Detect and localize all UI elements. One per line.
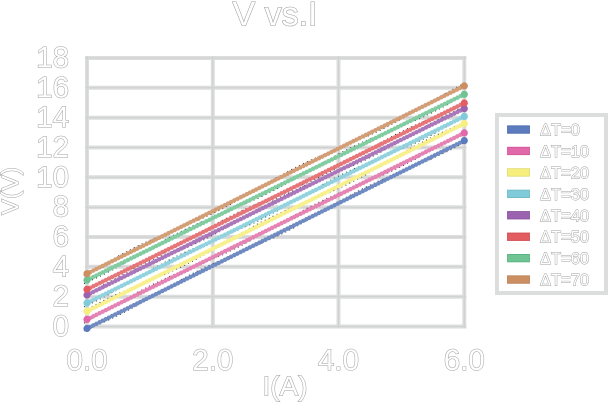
svg-text:12: 12 xyxy=(36,131,69,164)
svg-text:I(A): I(A) xyxy=(262,371,307,402)
svg-text:V vs.I: V vs.I xyxy=(232,0,317,34)
svg-text:ΔT=60: ΔT=60 xyxy=(540,250,589,268)
svg-text:ΔT=70: ΔT=70 xyxy=(540,272,589,290)
svg-text:18: 18 xyxy=(36,42,69,75)
svg-text:V(V): V(V) xyxy=(0,167,24,215)
svg-text:ΔT=50: ΔT=50 xyxy=(540,229,589,247)
svg-text:2.0: 2.0 xyxy=(192,344,233,377)
svg-text:14: 14 xyxy=(36,101,69,134)
svg-text:ΔT=30: ΔT=30 xyxy=(540,186,589,204)
svg-text:ΔT=40: ΔT=40 xyxy=(540,207,589,225)
svg-text:4: 4 xyxy=(53,250,69,283)
svg-text:ΔT=10: ΔT=10 xyxy=(540,143,589,161)
svg-text:6.0: 6.0 xyxy=(444,344,485,377)
svg-text:ΔT=0: ΔT=0 xyxy=(540,122,580,140)
svg-text:2: 2 xyxy=(53,280,69,313)
svg-text:0.0: 0.0 xyxy=(66,344,107,377)
svg-text:4.0: 4.0 xyxy=(318,344,359,377)
svg-text:8: 8 xyxy=(53,191,69,224)
svg-text:0: 0 xyxy=(53,310,69,343)
svg-text:16: 16 xyxy=(36,71,69,104)
svg-text:ΔT=20: ΔT=20 xyxy=(540,164,589,182)
svg-text:10: 10 xyxy=(36,161,69,194)
svg-text:6: 6 xyxy=(53,221,69,254)
